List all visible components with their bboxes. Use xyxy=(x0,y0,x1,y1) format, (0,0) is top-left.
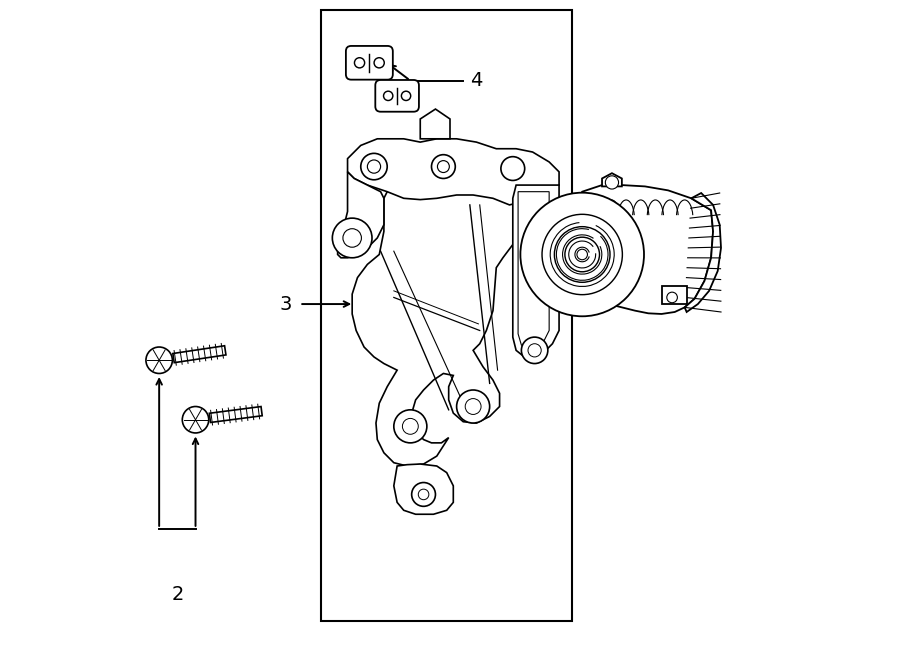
Circle shape xyxy=(183,407,209,433)
Bar xyxy=(321,10,572,621)
Circle shape xyxy=(411,483,436,506)
Polygon shape xyxy=(210,407,262,422)
Polygon shape xyxy=(566,185,713,314)
FancyBboxPatch shape xyxy=(375,80,419,112)
Text: 3: 3 xyxy=(280,295,292,313)
Circle shape xyxy=(577,249,588,260)
Polygon shape xyxy=(420,109,450,139)
Circle shape xyxy=(431,155,455,178)
Circle shape xyxy=(418,489,428,500)
Text: 4: 4 xyxy=(471,71,482,90)
Circle shape xyxy=(367,160,381,173)
Circle shape xyxy=(606,176,618,189)
Circle shape xyxy=(542,214,623,295)
Circle shape xyxy=(520,193,644,317)
Circle shape xyxy=(667,292,678,303)
Circle shape xyxy=(456,390,490,423)
Circle shape xyxy=(355,58,365,68)
Circle shape xyxy=(361,153,387,180)
Circle shape xyxy=(528,344,541,357)
Circle shape xyxy=(394,410,427,443)
Polygon shape xyxy=(394,464,454,514)
Text: 1: 1 xyxy=(525,268,536,287)
Circle shape xyxy=(332,218,372,258)
FancyBboxPatch shape xyxy=(346,46,392,79)
Bar xyxy=(662,286,687,304)
Circle shape xyxy=(521,337,548,364)
Polygon shape xyxy=(173,346,226,363)
Polygon shape xyxy=(685,193,721,312)
Circle shape xyxy=(501,157,525,180)
Circle shape xyxy=(565,237,599,272)
Circle shape xyxy=(401,91,410,100)
Polygon shape xyxy=(513,185,559,357)
Polygon shape xyxy=(602,173,622,186)
Polygon shape xyxy=(338,172,384,258)
Circle shape xyxy=(343,229,362,247)
Circle shape xyxy=(383,91,392,100)
Circle shape xyxy=(465,399,482,414)
Polygon shape xyxy=(518,192,549,349)
Circle shape xyxy=(374,58,384,68)
Polygon shape xyxy=(352,188,516,466)
Circle shape xyxy=(437,161,449,173)
Polygon shape xyxy=(347,139,559,205)
Circle shape xyxy=(402,418,418,434)
Circle shape xyxy=(146,347,173,373)
Text: 2: 2 xyxy=(172,586,184,604)
Circle shape xyxy=(554,227,610,282)
